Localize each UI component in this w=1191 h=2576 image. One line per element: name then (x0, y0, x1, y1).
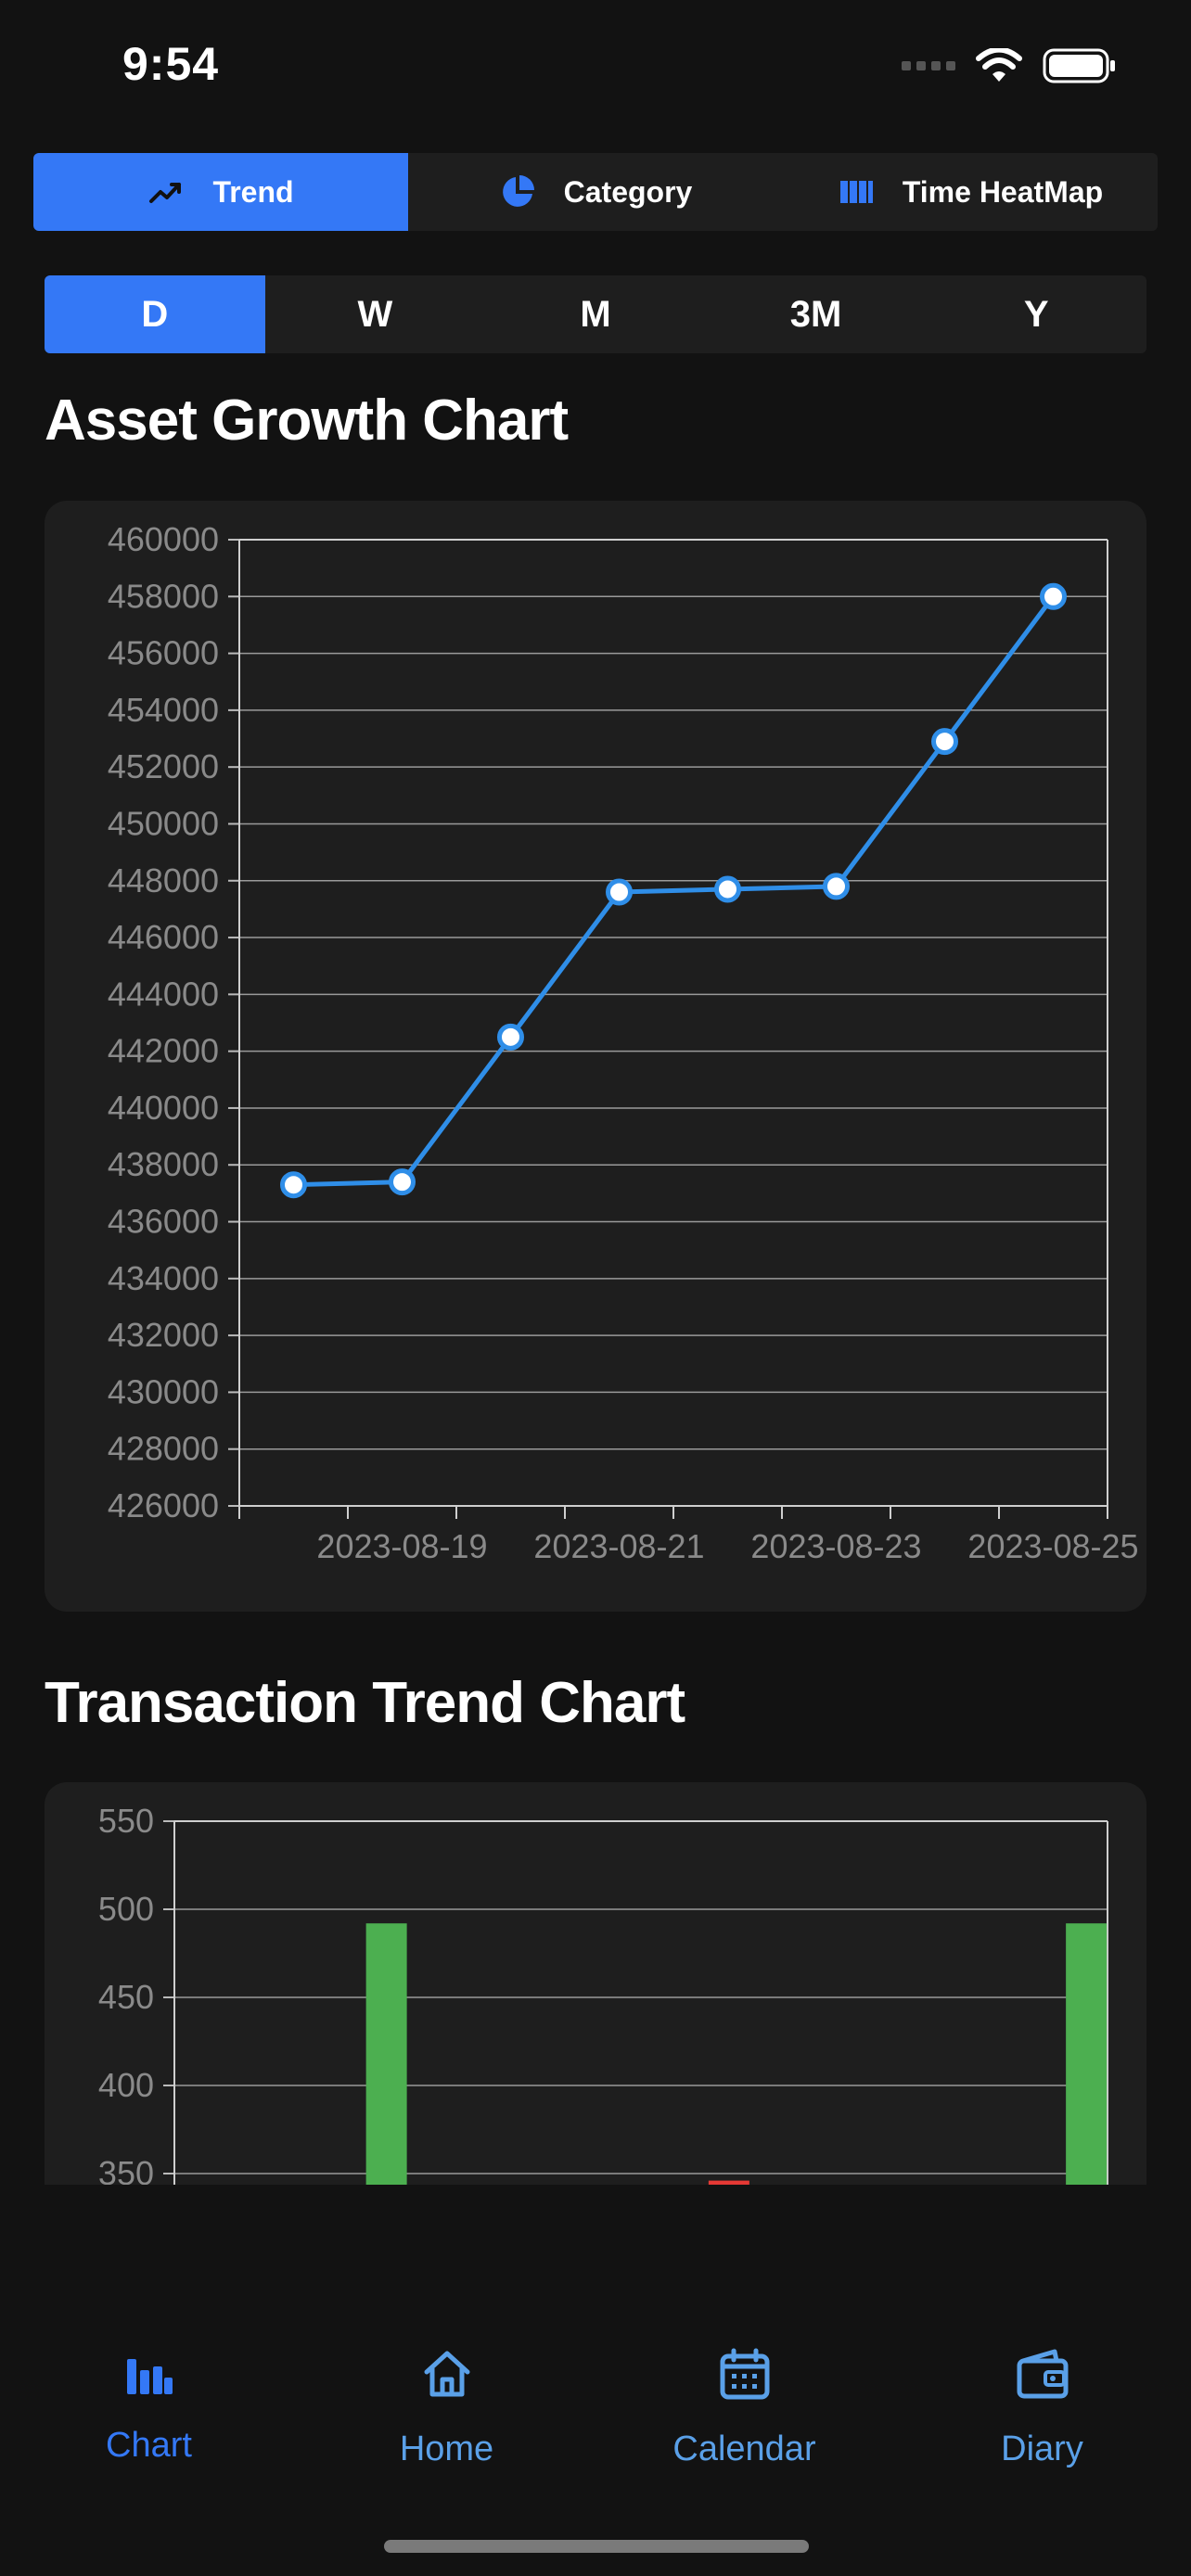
y-tick-label: 454000 (108, 691, 219, 729)
y-tick-label: 550 (98, 1802, 154, 1840)
income-bar (365, 1923, 407, 2185)
nav-calendar[interactable]: Calendar (596, 2185, 893, 2468)
asset-data-point (823, 873, 850, 900)
asset-data-point (389, 1168, 416, 1196)
asset-growth-title: Asset Growth Chart (45, 389, 569, 453)
home-indicator (384, 2540, 809, 2553)
period-tab-w[interactable]: W (357, 293, 393, 335)
y-tick-label: 438000 (108, 1145, 219, 1183)
transaction-trend-chart-card: 550 500 450 400 350 (45, 1782, 1146, 2185)
asset-growth-chart: 460000 458000 456000 454000 452000 450000 4480… (108, 520, 1139, 1565)
period-tab-d[interactable]: D (45, 275, 265, 353)
asset-data-point (931, 728, 958, 756)
asset-data-point (280, 1171, 307, 1199)
asset-data-point (714, 875, 741, 903)
status-bar: 9:54 (0, 0, 1191, 139)
x-tick-label: 2023-08-19 (316, 1527, 487, 1565)
wifi-icon (976, 48, 1022, 82)
tab-category[interactable]: Category (408, 153, 783, 231)
transaction-trend-title: Transaction Trend Chart (45, 1671, 685, 1735)
tab-time-heatmap[interactable]: Time HeatMap (783, 153, 1158, 231)
y-tick-label: 456000 (108, 634, 219, 672)
period-tab-m[interactable]: M (580, 293, 611, 335)
y-tick-label: 500 (98, 1890, 154, 1928)
y-tick-label: 452000 (108, 747, 219, 785)
pie-chart-icon (499, 173, 536, 210)
y-tick-label: 426000 (108, 1486, 219, 1524)
x-tick-label: 2023-08-21 (533, 1527, 704, 1565)
x-tick-label: 2023-08-23 (750, 1527, 921, 1565)
nav-chart-label: Chart (106, 2426, 192, 2465)
income-bar (1066, 1923, 1108, 2185)
y-tick-label: 458000 (108, 577, 219, 615)
battery-icon (1043, 48, 1115, 83)
wallet-icon (1017, 2349, 1068, 2399)
tab-category-label: Category (563, 174, 693, 209)
calendar-icon (720, 2348, 769, 2400)
y-tick-label: 448000 (108, 861, 219, 899)
y-tick-label: 350 (98, 2154, 154, 2185)
y-tick-label: 428000 (108, 1430, 219, 1468)
y-tick-label: 450 (98, 1978, 154, 2016)
y-tick-label: 442000 (108, 1032, 219, 1070)
bottom-nav: Chart Home Calendar Diary (0, 2185, 1191, 2468)
trend-icon (147, 173, 185, 210)
y-tick-label: 440000 (108, 1089, 219, 1127)
signal-icon (902, 61, 955, 70)
asset-data-point (1040, 582, 1067, 610)
status-icons (902, 48, 1117, 83)
expense-bar (708, 2180, 749, 2185)
tab-time-heatmap-label: Time HeatMap (902, 174, 1104, 209)
nav-diary-label: Diary (1001, 2429, 1083, 2468)
nav-diary[interactable]: Diary (893, 2185, 1191, 2468)
y-tick-label: 460000 (108, 520, 219, 558)
asset-data-point (497, 1023, 524, 1051)
y-tick-label: 400 (98, 2066, 154, 2104)
asset-data-point (606, 878, 633, 906)
tab-trend-label: Trend (212, 174, 294, 209)
bar-chart-icon (126, 2359, 173, 2394)
home-icon (424, 2351, 469, 2397)
nav-home[interactable]: Home (298, 2185, 596, 2468)
y-tick-label: 430000 (108, 1372, 219, 1410)
y-tick-label: 450000 (108, 804, 219, 842)
x-tick-label: 2023-08-25 (967, 1527, 1138, 1565)
period-tab-3m[interactable]: 3M (789, 293, 842, 335)
y-tick-label: 444000 (108, 975, 219, 1013)
nav-calendar-label: Calendar (672, 2429, 816, 2468)
y-tick-label: 432000 (108, 1316, 219, 1354)
asset-series-line (293, 594, 1056, 1188)
tab-trend[interactable]: Trend (33, 153, 408, 231)
y-tick-label: 446000 (108, 918, 219, 956)
nav-home-label: Home (399, 2429, 494, 2468)
asset-growth-chart-card: 460000 458000 456000 454000 452000 450000 4480… (45, 501, 1146, 1612)
nav-chart[interactable]: Chart (0, 2185, 298, 2465)
period-tabs: D W M 3M Y (45, 275, 1146, 353)
heatmap-icon (838, 173, 875, 210)
y-tick-label: 434000 (108, 1259, 219, 1297)
period-tab-y[interactable]: Y (1023, 293, 1049, 335)
transaction-trend-chart: 550 500 450 400 350 (98, 1802, 1108, 2185)
main-tabs: Trend Category Time HeatMap (33, 153, 1158, 231)
status-time: 9:54 (122, 38, 220, 90)
y-tick-label: 436000 (108, 1203, 219, 1241)
